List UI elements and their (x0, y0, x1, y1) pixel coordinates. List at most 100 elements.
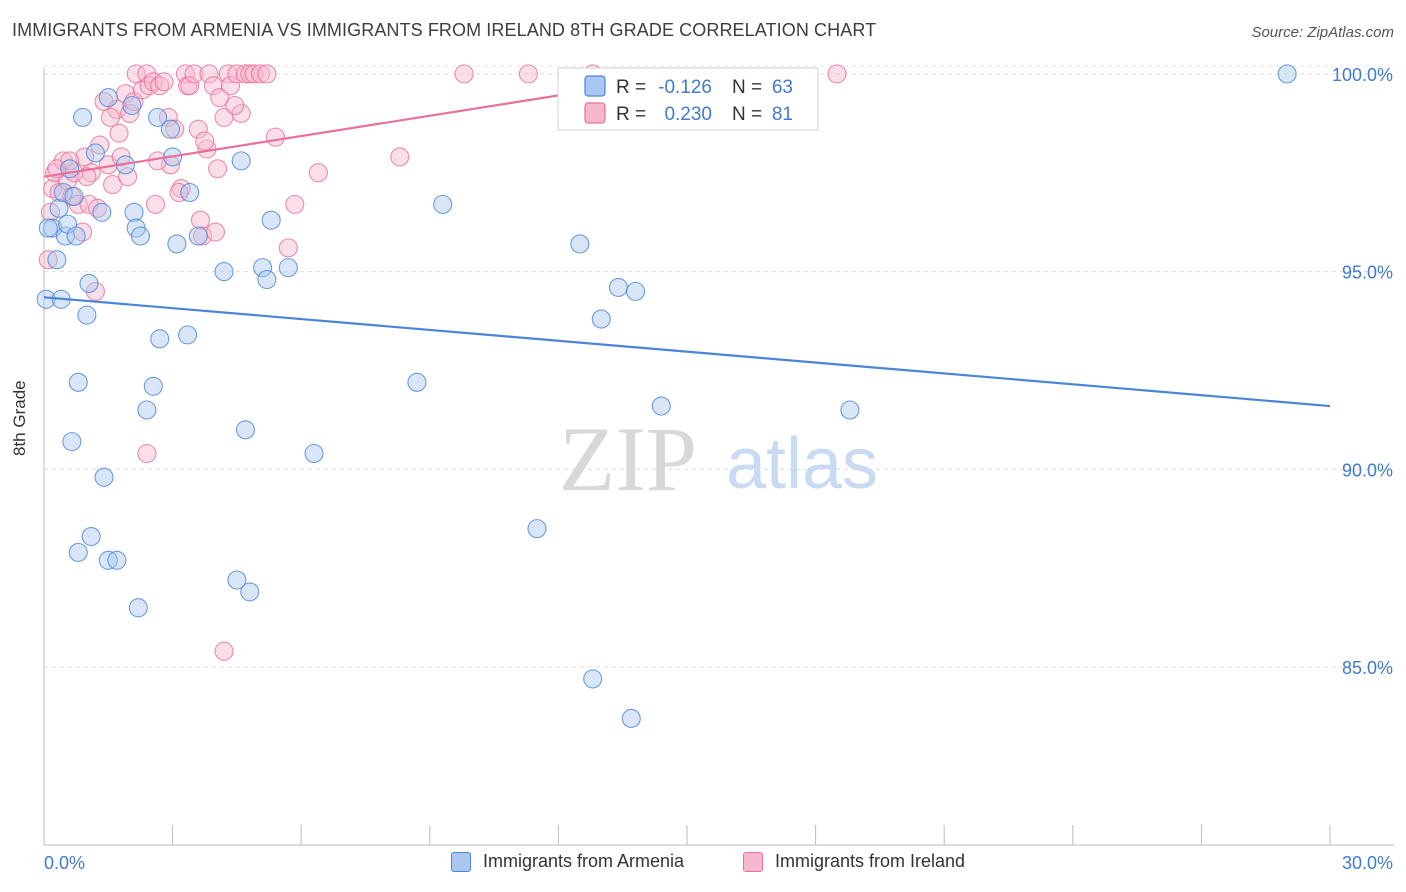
point-ireland-48 (210, 88, 230, 108)
point-armenia-40 (143, 376, 163, 396)
legend-top-swatch-armenia (584, 75, 606, 97)
legend-r-value-armenia: -0.126 (658, 77, 712, 98)
legend-item-ireland: Immigrants from Ireland (743, 851, 965, 872)
point-ireland-64 (454, 64, 474, 84)
point-armenia-33 (68, 372, 88, 392)
point-ireland-74 (100, 107, 120, 127)
point-armenia-37 (107, 550, 127, 570)
point-ireland-55 (240, 64, 260, 84)
watermark-atlas: atlas (726, 424, 878, 504)
point-armenia-14 (92, 202, 112, 222)
point-ireland-59 (265, 127, 286, 147)
point-ireland-32 (154, 72, 174, 92)
legend-n-label-ireland: N = (732, 104, 762, 125)
point-armenia-26 (214, 262, 234, 282)
point-ireland-45 (199, 64, 219, 84)
point-armenia-15 (98, 88, 118, 108)
point-ireland-46 (203, 76, 223, 96)
point-ireland-67 (827, 64, 847, 84)
axes (43, 68, 1394, 846)
legend-label-armenia: Immigrants from Armenia (483, 851, 685, 871)
point-armenia-9 (66, 226, 86, 246)
point-armenia-45 (240, 582, 260, 602)
trend-line-armenia (43, 296, 1331, 408)
point-armenia-49 (433, 194, 453, 214)
point-armenia-5 (55, 226, 75, 246)
point-ireland-42 (190, 210, 211, 230)
point-armenia-11 (77, 305, 97, 325)
point-ireland-71 (214, 641, 234, 661)
point-ireland-79 (208, 159, 228, 179)
point-ireland-72 (60, 151, 80, 171)
watermark-zip: ZIP (559, 408, 697, 510)
point-armenia-20 (130, 226, 150, 246)
point-armenia-24 (180, 182, 200, 203)
point-ireland-18 (103, 175, 123, 195)
point-armenia-31 (261, 210, 281, 230)
point-ireland-30 (145, 194, 166, 214)
point-armenia-52 (591, 309, 611, 329)
legend-r-label-ireland: R = (616, 104, 646, 125)
legend-swatch-ireland (743, 851, 763, 872)
point-armenia-61 (47, 250, 67, 270)
legend-top: R = -0.126 N = 63 R = 0.230 N = 81 (557, 67, 819, 131)
point-armenia-47 (304, 443, 324, 464)
point-armenia-17 (122, 95, 142, 116)
point-ireland-77 (169, 182, 189, 203)
point-armenia-51 (570, 234, 590, 254)
point-ireland-70 (137, 443, 157, 464)
point-ireland-51 (220, 76, 241, 96)
point-ireland-62 (308, 163, 328, 183)
point-armenia-8 (64, 186, 84, 207)
point-armenia-34 (81, 526, 101, 547)
y-tick-label-100: 100.0% (1332, 65, 1393, 85)
legend-n-value-armenia: 63 (772, 77, 793, 98)
point-armenia-39 (137, 400, 157, 420)
point-ireland-41 (188, 119, 208, 139)
point-armenia-43 (227, 570, 247, 590)
point-armenia-53 (608, 277, 628, 297)
source-label: Source: ZipAtlas.com (1251, 24, 1394, 41)
point-ireland-75 (109, 123, 129, 143)
chart-title: IMMIGRANTS FROM ARMENIA VS IMMIGRANTS FR… (12, 20, 877, 40)
point-armenia-32 (62, 432, 82, 452)
point-armenia-18 (124, 202, 144, 222)
y-tick-label-95: 95.0% (1342, 263, 1393, 283)
legend-n-value-ireland: 81 (772, 104, 793, 125)
point-armenia-25 (188, 226, 208, 246)
y-tick-label-90: 90.0% (1342, 460, 1393, 480)
point-armenia-22 (160, 119, 181, 139)
point-armenia-35 (94, 467, 114, 487)
point-ireland-33 (158, 107, 178, 127)
point-ireland-47 (205, 222, 226, 242)
point-ireland-65 (518, 64, 538, 84)
point-ireland-39 (180, 76, 200, 96)
point-ireland-61 (285, 194, 305, 214)
y-tick-label-85: 85.0% (1342, 658, 1393, 678)
point-ireland-5 (53, 151, 73, 171)
series-armenia (36, 64, 1297, 729)
point-armenia-7 (60, 159, 80, 179)
point-armenia-55 (583, 669, 603, 689)
point-ireland-27 (137, 64, 157, 84)
point-armenia-48 (407, 372, 427, 392)
point-ireland-57 (250, 64, 271, 84)
point-armenia-27 (231, 151, 251, 171)
legend-r-label-armenia: R = (616, 77, 646, 98)
point-armenia-2 (49, 198, 69, 218)
x-tick-label-start: 0.0% (44, 853, 85, 873)
point-armenia-28 (253, 258, 273, 278)
point-armenia-54 (626, 281, 646, 301)
point-armenia-62 (167, 234, 187, 254)
point-ireland-22 (118, 167, 138, 187)
point-armenia-59 (1277, 64, 1297, 84)
point-armenia-50 (527, 519, 547, 539)
point-ireland-23 (120, 103, 140, 123)
point-ireland-63 (390, 147, 410, 167)
point-armenia-29 (257, 269, 277, 290)
point-armenia-42 (178, 325, 198, 345)
grid-lines (44, 65, 1390, 668)
point-armenia-30 (278, 258, 298, 278)
point-armenia-12 (79, 273, 99, 294)
